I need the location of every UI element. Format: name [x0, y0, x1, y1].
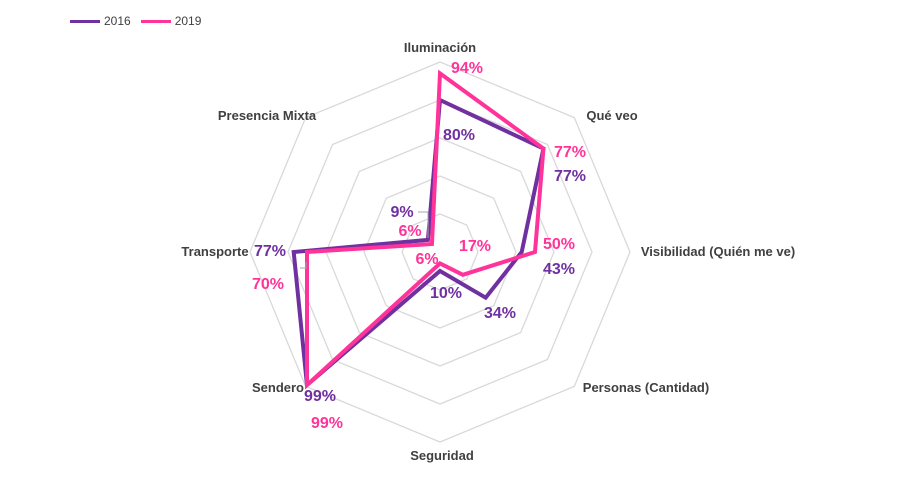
- value-label-2019: 77%: [554, 144, 586, 161]
- value-label-2019: 70%: [252, 276, 284, 293]
- legend-swatch-2016: [70, 19, 100, 23]
- value-label-2019: 99%: [311, 415, 343, 432]
- legend-item-2016: 2016: [70, 14, 131, 28]
- value-label-2016: 9%: [390, 204, 413, 221]
- grid-ring-2: [363, 175, 517, 329]
- category-label: Presencia Mixta: [218, 108, 317, 123]
- category-label: Sendero: [252, 380, 304, 395]
- legend-label-2016: 2016: [104, 14, 131, 28]
- category-labels: Iluminación Qué veo Visibilidad (Quién me …: [181, 40, 795, 463]
- legend: 2016 2019: [70, 14, 207, 28]
- category-label: Visibilidad (Quién me ve): [641, 244, 795, 259]
- leader-line: [418, 211, 429, 238]
- category-label: Seguridad: [410, 448, 474, 463]
- radar-series: [291, 69, 546, 390]
- value-label-2016: 43%: [543, 261, 575, 278]
- legend-item-2019: 2019: [140, 14, 202, 28]
- grid-ring-1: [401, 213, 479, 291]
- value-label-2019: 6%: [398, 223, 421, 240]
- grid-ring-5: [249, 61, 631, 443]
- leader-line: [300, 262, 307, 269]
- series-line-2019: [304, 69, 546, 390]
- value-labels: 80% 77% 43% 34% 10% 99% 77% 9% 94% 77% 50% 17% 6% 99%…: [252, 60, 586, 432]
- grid-ring-4: [287, 99, 593, 405]
- value-label-2019: 17%: [459, 238, 491, 255]
- category-label: Iluminación: [404, 40, 476, 55]
- value-label-2016: 10%: [430, 285, 462, 302]
- value-label-2016: 34%: [484, 305, 516, 322]
- value-label-2016: 99%: [304, 388, 336, 405]
- series-line-2016: [291, 96, 546, 390]
- value-label-2016: 77%: [254, 243, 286, 260]
- value-label-2016: 80%: [443, 127, 475, 144]
- value-label-2019: 6%: [415, 251, 438, 268]
- value-label-2019: 50%: [543, 236, 575, 253]
- value-label-2016: 77%: [554, 168, 586, 185]
- category-label: Qué veo: [586, 108, 637, 123]
- legend-label-2019: 2019: [174, 14, 202, 28]
- legend-swatch-2019: [140, 19, 171, 23]
- category-label: Personas (Cantidad): [583, 380, 709, 395]
- category-label: Transporte: [181, 244, 248, 259]
- value-label-2019: 94%: [451, 60, 483, 77]
